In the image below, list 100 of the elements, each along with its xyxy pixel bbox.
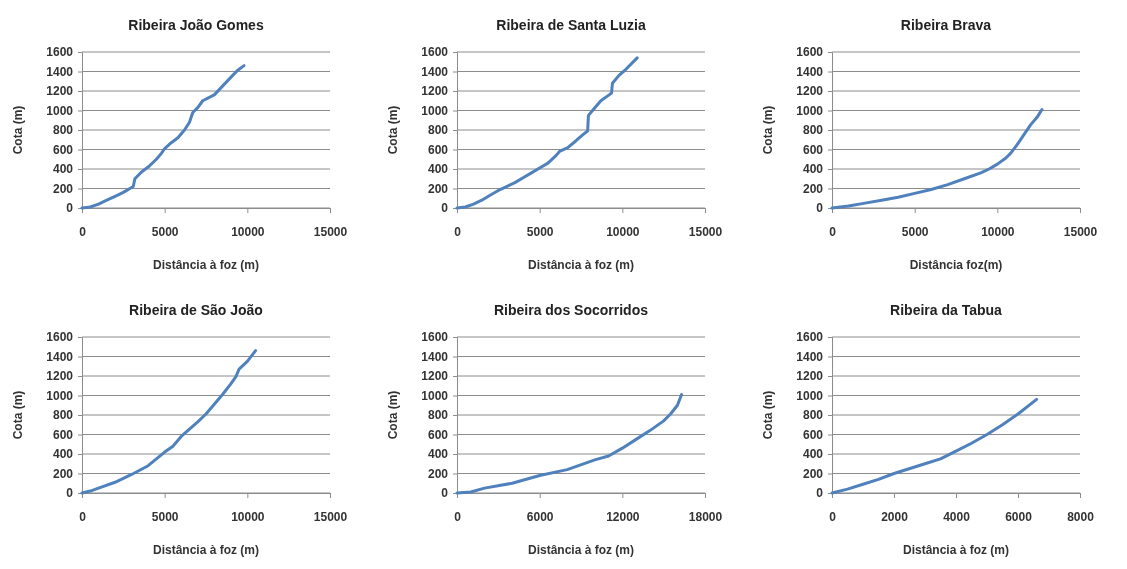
y-tick-label: 0	[66, 486, 74, 501]
x-tick-label: 8000	[1067, 509, 1095, 524]
y-tick-label: 800	[52, 408, 74, 423]
y-tick-label: 400	[802, 447, 824, 462]
x-tick-label: 0	[454, 224, 462, 239]
y-tick-label: 800	[52, 123, 74, 138]
line-series	[80, 64, 246, 210]
x-tick-label: 10000	[981, 224, 1015, 239]
y-tick-label: 200	[802, 466, 824, 481]
line-series	[830, 397, 1039, 495]
y-axis-title: Cota (m)	[11, 390, 25, 440]
y-tick-label: 600	[52, 142, 74, 157]
x-tick-label: 15000	[313, 224, 348, 239]
y-tick-label: 1400	[421, 349, 449, 364]
y-tick-label: 400	[52, 447, 74, 462]
chart-title: Ribeira de Santa Luzia	[496, 17, 646, 33]
y-tick-label: 800	[427, 408, 449, 423]
y-tick-label: 1200	[796, 84, 824, 99]
x-tick-label: 0	[829, 224, 837, 239]
y-tick-label: 1400	[46, 64, 74, 79]
x-tick-label: 15000	[1063, 224, 1098, 239]
y-tick-label: 1000	[46, 103, 74, 118]
x-tick-label: 5000	[526, 224, 554, 239]
y-tick-label: 1600	[796, 45, 824, 60]
y-tick-label: 0	[816, 201, 824, 216]
x-axis-title: Distância foz(m)	[909, 258, 1003, 272]
y-tick-label: 200	[52, 181, 74, 196]
chart-title: Ribeira dos Socorridos	[493, 302, 649, 318]
chart-title: Ribeira Brava	[900, 17, 992, 33]
y-tick-label: 0	[441, 201, 449, 216]
y-tick-label: 200	[802, 181, 824, 196]
y-tick-label: 1200	[421, 369, 449, 384]
y-tick-label: 200	[52, 466, 74, 481]
y-tick-label: 1600	[46, 330, 74, 345]
y-tick-label: 1200	[46, 84, 74, 99]
y-axis-title: Cota (m)	[386, 390, 400, 440]
x-tick-label: 0	[79, 224, 87, 239]
y-tick-label: 1000	[421, 388, 449, 403]
y-tick-label: 1600	[421, 45, 449, 60]
line-series	[455, 393, 684, 495]
chart-title: Ribeira da Tabua	[890, 302, 1003, 318]
x-axis-title: Distância à foz (m)	[527, 543, 635, 557]
y-tick-label: 1000	[796, 103, 824, 118]
x-tick-label: 12000	[606, 509, 640, 524]
y-tick-label: 1600	[421, 330, 449, 345]
y-tick-label: 1200	[796, 369, 824, 384]
x-axis-title: Distância à foz (m)	[902, 543, 1010, 557]
x-tick-label: 15000	[313, 509, 348, 524]
y-tick-label: 400	[52, 162, 74, 177]
x-tick-label: 5000	[151, 224, 179, 239]
x-tick-label: 4000	[943, 509, 971, 524]
y-tick-label: 1000	[421, 103, 449, 118]
y-tick-label: 1000	[796, 388, 824, 403]
y-tick-label: 600	[52, 427, 74, 442]
y-tick-label: 400	[427, 162, 449, 177]
y-tick-label: 1200	[46, 369, 74, 384]
x-tick-label: 2000	[881, 509, 909, 524]
line-series	[830, 108, 1044, 210]
x-axis-title: Distância à foz (m)	[152, 258, 260, 272]
x-tick-label: 10000	[606, 224, 640, 239]
y-tick-label: 600	[802, 142, 824, 157]
x-tick-label: 6000	[1005, 509, 1033, 524]
x-tick-label: 6000	[526, 509, 554, 524]
y-tick-label: 1400	[46, 349, 74, 364]
x-tick-label: 5000	[901, 224, 929, 239]
x-tick-label: 0	[454, 509, 462, 524]
y-tick-label: 200	[427, 466, 449, 481]
y-tick-label: 0	[66, 201, 74, 216]
y-tick-label: 400	[802, 162, 824, 177]
x-tick-label: 10000	[231, 509, 265, 524]
y-axis-title: Cota (m)	[761, 105, 775, 155]
y-tick-label: 1400	[796, 349, 824, 364]
y-tick-label: 1600	[796, 330, 824, 345]
y-tick-label: 800	[802, 123, 824, 138]
x-tick-label: 10000	[231, 224, 265, 239]
line-series	[455, 56, 639, 210]
y-axis-title: Cota (m)	[761, 390, 775, 440]
y-tick-label: 1400	[421, 64, 449, 79]
y-tick-label: 0	[816, 486, 824, 501]
chart-title: Ribeira João Gomes	[128, 17, 264, 33]
x-axis-title: Distância à foz (m)	[152, 543, 260, 557]
y-axis-title: Cota (m)	[386, 105, 400, 155]
y-tick-label: 800	[802, 408, 824, 423]
y-tick-label: 1200	[421, 84, 449, 99]
x-tick-label: 0	[79, 509, 87, 524]
y-tick-label: 600	[427, 427, 449, 442]
x-tick-label: 18000	[688, 509, 723, 524]
y-tick-label: 800	[427, 123, 449, 138]
x-axis-title: Distância à foz (m)	[527, 258, 635, 272]
y-tick-label: 1000	[46, 388, 74, 403]
y-tick-label: 1400	[796, 64, 824, 79]
y-tick-label: 600	[802, 427, 824, 442]
y-tick-label: 1600	[46, 45, 74, 60]
chart-title: Ribeira de São João	[129, 302, 263, 318]
y-tick-label: 0	[441, 486, 449, 501]
y-tick-label: 200	[427, 181, 449, 196]
y-tick-label: 600	[427, 142, 449, 157]
line-series	[80, 349, 258, 495]
y-tick-label: 400	[427, 447, 449, 462]
y-axis-title: Cota (m)	[11, 105, 25, 155]
